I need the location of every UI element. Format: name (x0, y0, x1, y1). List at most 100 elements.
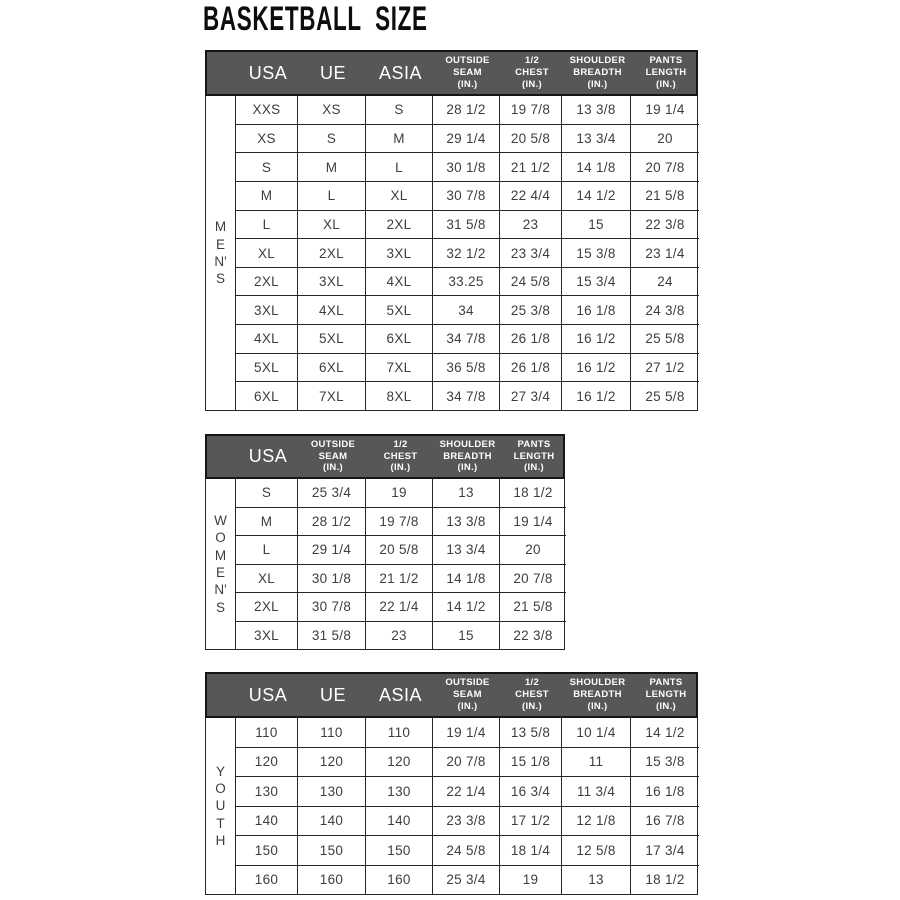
mens-table-body: M E N' S XXS XS S 28 1/2 19 7/8 13 3/8 19 1/4 XS… (205, 96, 699, 411)
table-cell: 5XL (366, 296, 433, 325)
column-header-pants: PANTS LENGTH (IN.) (645, 55, 687, 90)
size-table-youth: USA UE ASIA OUTSIDE SEAM (IN.) 1/2 CHEST (IN… (205, 672, 699, 895)
table-cell: 34 (433, 296, 500, 325)
table-cell: 15 (562, 210, 631, 239)
table-cell: L (236, 210, 298, 239)
table-cell: 13 3/8 (562, 96, 631, 124)
table-row: M 28 1/2 19 7/8 13 3/8 19 1/4 (236, 507, 566, 536)
table-cell: 30 7/8 (298, 593, 366, 621)
table-cell: 20 7/8 (433, 747, 500, 776)
table-row: 120 120 120 20 7/8 15 1/8 11 15 3/8 (236, 747, 699, 777)
table-cell: 14 1/8 (433, 564, 500, 592)
column-header-ue: UE (319, 684, 346, 705)
table-cell: 17 3/4 (645, 842, 685, 858)
table-row: M L XL 30 7/8 22 4/4 14 1/2 21 5/8 (236, 181, 699, 211)
group-label-womens: W O M E N' S (214, 513, 227, 615)
table-cell: XL (298, 210, 366, 239)
table-cell: 6XL (298, 353, 366, 382)
table-row: XL 30 1/8 21 1/2 14 1/8 20 7/8 (236, 564, 566, 593)
table-cell: 16 7/8 (645, 813, 685, 829)
header-spacer-cell (207, 436, 237, 477)
table-cell: 150 (298, 836, 366, 865)
table-cell: 27 1/2 (645, 360, 685, 376)
column-header-1-2: 1/2 CHEST (IN.) (515, 677, 549, 712)
table-cell: 11 (562, 747, 631, 776)
group-label-mens: M E N' S (214, 219, 227, 287)
table-cell: 24 5/8 (433, 836, 500, 865)
table-cell: 3XL (366, 239, 433, 267)
table-cell: 20 5/8 (500, 124, 562, 153)
table-cell: 15 3/8 (562, 239, 631, 267)
table-row: L XL 2XL 31 5/8 23 15 22 3/8 (236, 210, 699, 240)
table-cell: 30 1/8 (433, 153, 500, 181)
table-cell: 20 7/8 (513, 570, 553, 586)
table-cell: 160 (298, 865, 366, 894)
table-cell: S (236, 479, 298, 507)
table-cell: 160 (236, 865, 298, 894)
youth-header-row: USA UE ASIA OUTSIDE SEAM (IN.) 1/2 CHEST (IN… (205, 672, 698, 718)
header-spacer-cell (207, 52, 237, 94)
mens-rows: XXS XS S 28 1/2 19 7/8 13 3/8 19 1/4 XS S M 29 1/4… (236, 96, 699, 411)
table-cell: 7XL (366, 353, 433, 382)
womens-rows: S 25 3/4 19 13 18 1/2 M 28 1/2 19 7/8 13 3/8 19 1… (236, 479, 566, 649)
table-cell: 31 5/8 (433, 210, 500, 239)
table-cell: 14 1/2 (562, 181, 631, 210)
table-cell: 31 5/8 (298, 621, 366, 649)
table-cell: S (366, 96, 433, 124)
table-cell: 140 (298, 806, 366, 835)
group-label-cell-womens: W O M E N' S (206, 479, 236, 649)
group-label-cell-youth: Y O U T H (206, 718, 236, 894)
table-cell: 23 (500, 210, 562, 239)
table-cell: 3XL (236, 621, 298, 649)
table-cell: 19 7/8 (500, 96, 562, 124)
page-title: BASKETBALL SIZE (203, 0, 428, 38)
table-cell: 13 (433, 479, 500, 507)
table-cell: 130 (236, 777, 298, 806)
table-cell: 130 (298, 777, 366, 806)
table-cell: 28 1/2 (433, 96, 500, 124)
column-header-shoulder: SHOULDER BREADTH (IN.) (569, 55, 626, 90)
table-cell: 110 (366, 718, 433, 747)
table-cell: 27 3/4 (500, 382, 562, 411)
table-cell: M (236, 507, 298, 535)
column-header-shoulder: SHOULDER BREADTH (IN.) (569, 677, 626, 712)
table-cell: 34 7/8 (433, 325, 500, 353)
table-cell: 16 1/8 (645, 783, 685, 799)
table-cell: 19 1/4 (513, 513, 553, 529)
table-cell: 16 1/8 (562, 296, 631, 325)
table-cell: M (236, 181, 298, 210)
table-cell: 130 (366, 777, 433, 806)
table-cell: 2XL (236, 267, 298, 296)
table-cell: 16 1/2 (562, 325, 631, 353)
table-cell: 150 (366, 836, 433, 865)
table-cell: 15 3/4 (562, 267, 631, 296)
size-table-mens: USA UE ASIA OUTSIDE SEAM (IN.) 1/2 CHEST (IN… (205, 50, 699, 411)
table-cell: 18 1/2 (645, 872, 685, 888)
column-header-asia: ASIA (378, 62, 423, 83)
table-cell: 3XL (236, 296, 298, 325)
table-cell: 3XL (298, 267, 366, 296)
table-cell: 24 5/8 (500, 267, 562, 296)
table-cell: 22 1/4 (366, 593, 433, 621)
table-cell: 120 (298, 747, 366, 776)
column-header-outside: OUTSIDE SEAM (IN.) (310, 438, 356, 474)
table-cell: S (236, 153, 298, 181)
column-header-pants: PANTS LENGTH (IN.) (645, 677, 687, 712)
table-row: XL 2XL 3XL 32 1/2 23 3/4 15 3/8 23 1/4 (236, 239, 699, 268)
table-cell: 23 1/4 (645, 245, 685, 261)
table-cell: 25 5/8 (645, 388, 685, 404)
table-cell: 22 3/8 (513, 627, 553, 643)
table-cell: 25 5/8 (645, 331, 685, 347)
table-cell: 24 3/8 (645, 302, 685, 318)
column-header-asia: ASIA (378, 684, 423, 705)
table-row: 5XL 6XL 7XL 36 5/8 26 1/8 16 1/2 27 1/2 (236, 353, 699, 383)
table-cell: 13 3/4 (562, 124, 631, 153)
group-label-cell-mens: M E N' S (206, 96, 236, 410)
table-cell: 7XL (298, 382, 366, 411)
table-row: S M L 30 1/8 21 1/2 14 1/8 20 7/8 (236, 153, 699, 182)
table-row: 3XL 4XL 5XL 34 25 3/8 16 1/8 24 3/8 (236, 296, 699, 326)
table-cell: 24 (657, 274, 673, 290)
table-cell: 26 1/8 (500, 325, 562, 353)
table-cell: 17 1/2 (500, 806, 562, 835)
table-cell: XS (236, 124, 298, 153)
